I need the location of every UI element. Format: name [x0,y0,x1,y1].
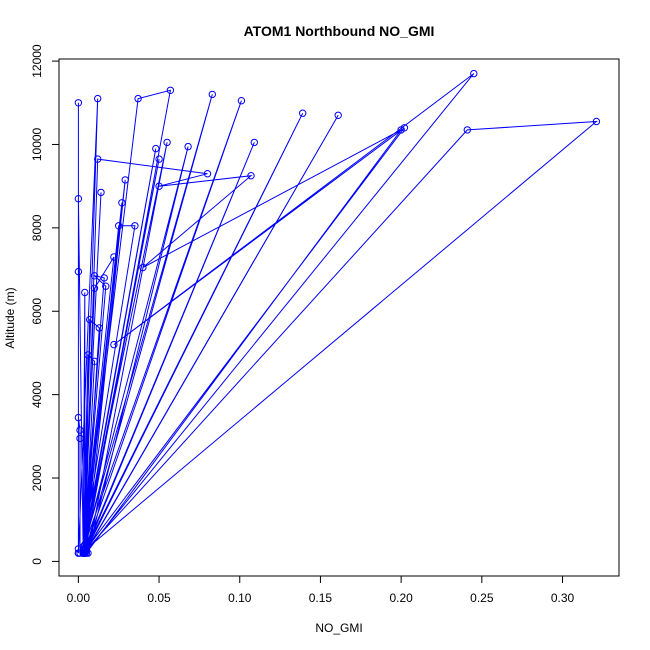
data-point [334,111,342,120]
data-points [74,69,601,557]
data-point [155,155,163,163]
y-tick-label: 8000 [30,214,44,241]
data-point [84,351,92,359]
x-tick-label: 0.05 [147,591,171,605]
data-point [166,86,175,95]
x-tick-label: 0.15 [309,591,333,605]
data-point [155,182,163,190]
data-point [81,547,89,555]
y-axis: 0 2000 4000 6000 8000 10000 12000 [30,44,59,565]
data-point [237,97,246,105]
x-axis: 0.00 0.05 0.10 0.15 0.20 0.25 0.30 [67,576,575,605]
data-point [470,69,478,78]
data-point [81,288,89,297]
data-point [463,126,471,134]
data-point [184,142,192,151]
data-point [250,138,259,147]
data-point [152,144,160,153]
data-point [208,90,217,99]
y-tick-label: 12000 [30,44,44,78]
y-tick-label: 4000 [30,381,44,408]
data-point [115,222,123,230]
data-point [86,315,94,324]
y-tick-label: 0 [30,558,44,565]
data-point [299,109,307,117]
data-point [110,340,118,349]
data-point [76,426,84,434]
y-tick-label: 10000 [30,127,44,161]
data-point [131,222,139,230]
series-line [77,73,598,555]
data-point [139,263,147,272]
data-point [79,549,87,557]
x-tick-label: 0.10 [228,591,252,605]
x-tick-label: 0.00 [67,591,91,605]
data-point [74,195,83,203]
data-point [94,155,102,163]
x-tick-label: 0.25 [470,591,494,605]
data-point [134,94,142,103]
y-axis-label: Altitude (m) [3,287,17,348]
x-tick-label: 0.30 [551,591,575,605]
chart-title: ATOM1 Northbound NO_GMI [244,23,435,39]
data-point [118,199,126,207]
data-point [203,170,212,178]
x-tick-label: 0.20 [389,591,413,605]
plot-frame [58,58,620,577]
data-point [110,253,118,261]
y-tick-label: 2000 [30,464,44,491]
data-point [247,172,255,180]
data-point [592,117,601,126]
data-point [90,284,99,292]
y-tick-label: 6000 [30,298,44,325]
data-point [76,434,84,443]
data-point [74,545,83,553]
data-point [90,357,99,365]
x-axis-label: NO_GMI [315,621,362,635]
data-point [76,549,84,557]
data-point [90,272,99,280]
data-point [94,94,102,103]
data-point [95,324,104,332]
data-point [163,138,171,147]
data-point [100,274,108,282]
data-point [74,267,83,276]
data-point [97,188,105,197]
data-point [74,99,83,107]
data-point [74,413,83,422]
data-point [397,126,405,134]
data-point [102,282,110,290]
data-point [121,176,129,184]
